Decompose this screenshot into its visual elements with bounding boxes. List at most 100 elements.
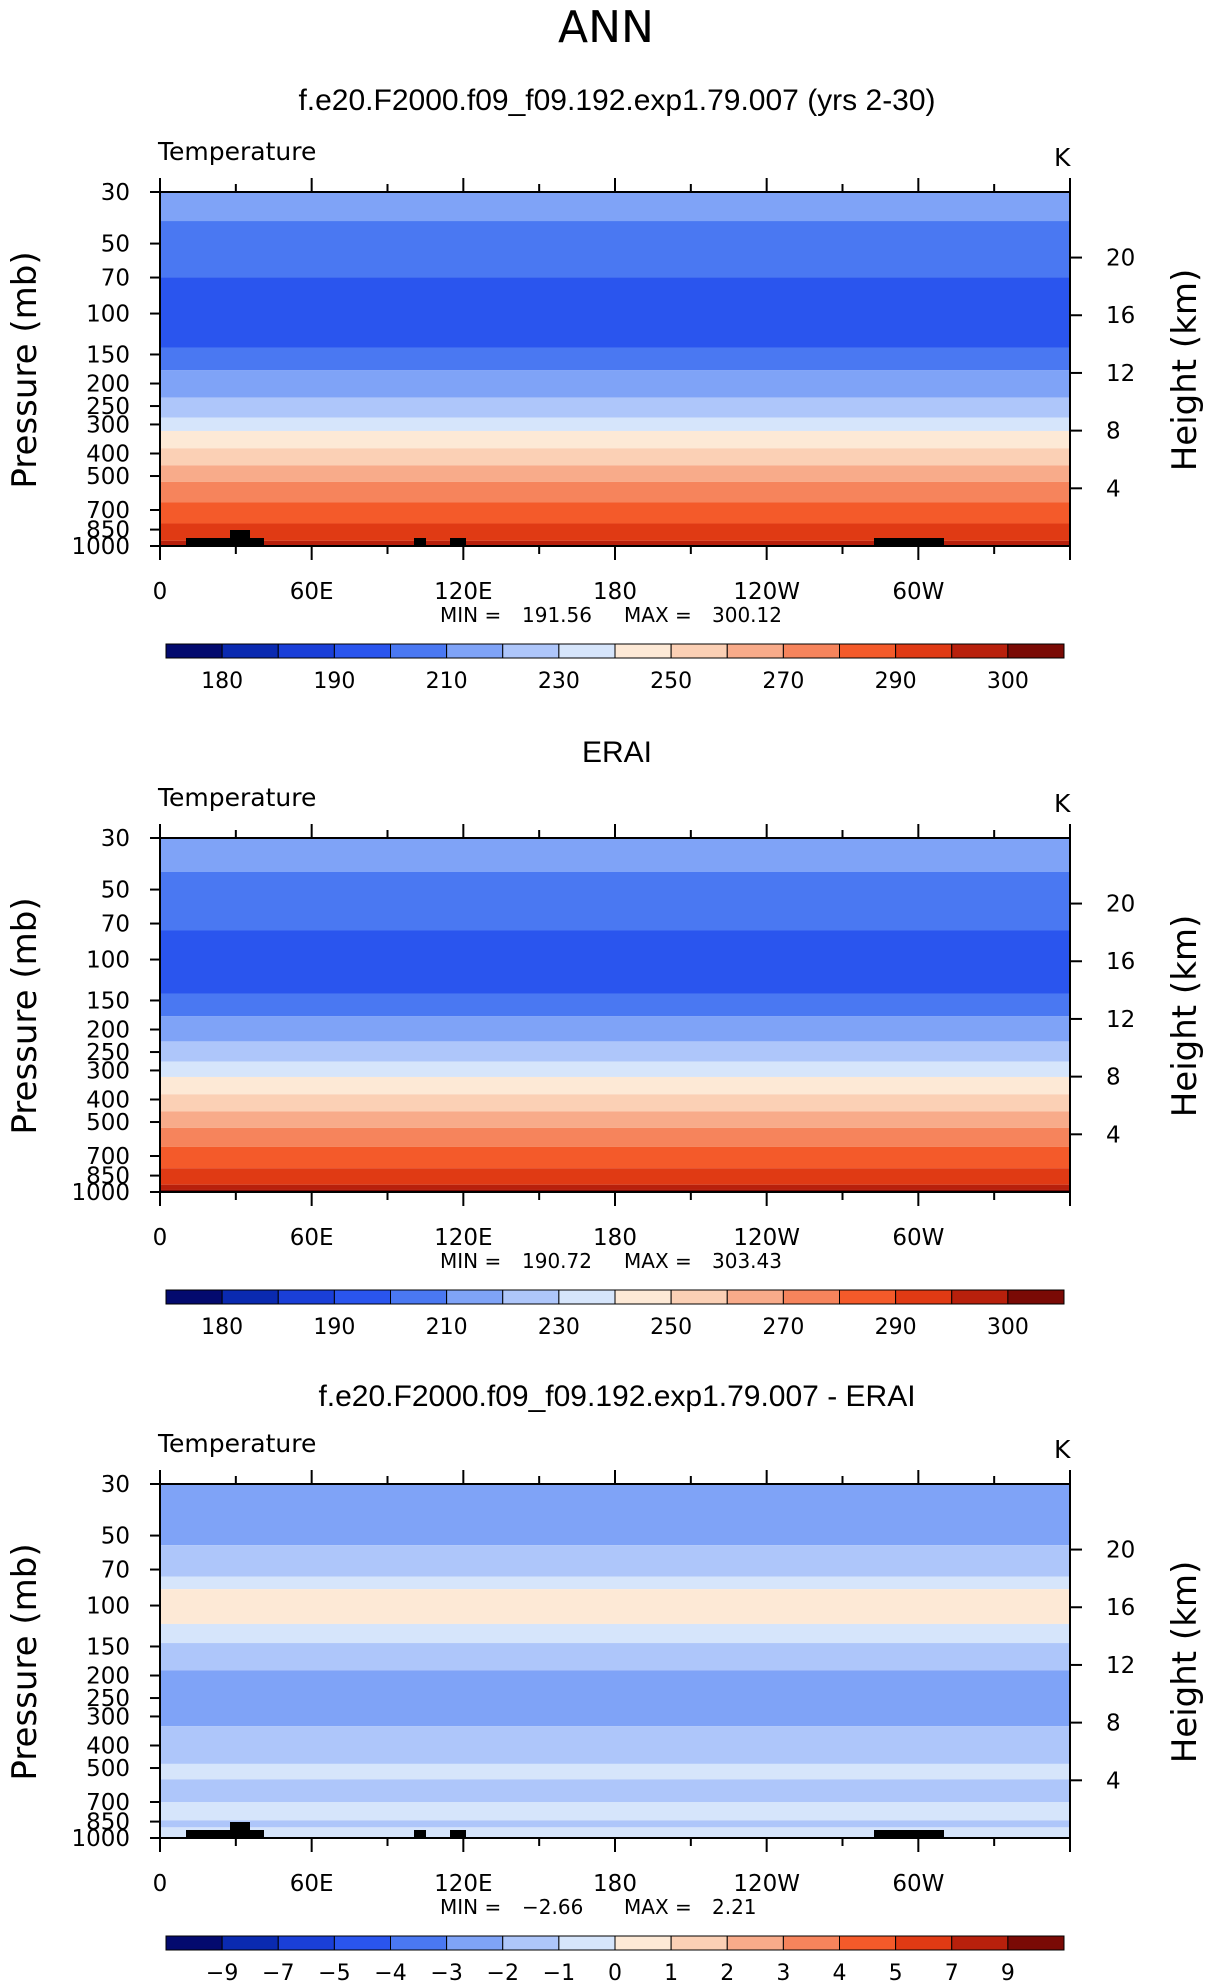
y-tick-label: 50 — [101, 878, 130, 904]
contour-band — [160, 1111, 1070, 1128]
units-label: K — [1054, 1435, 1071, 1464]
height-tick-label: 8 — [1106, 1711, 1121, 1737]
y-tick-label: 150 — [86, 342, 130, 368]
colorbar-tick-label: 230 — [538, 669, 580, 694]
x-tick-label: 120W — [733, 579, 800, 605]
colorbar-segment — [782, 1289, 840, 1305]
contour-band — [160, 1726, 1070, 1764]
y-tick-label: 500 — [86, 1110, 130, 1136]
x-tick-label: 180 — [593, 579, 637, 605]
colorbar-tick-label: −9 — [206, 1961, 238, 1986]
figure-title: ANN — [558, 2, 654, 53]
colorbar-segment — [390, 643, 448, 659]
contour-band — [160, 347, 1070, 371]
panel-erai: ERAI Temperature K 305070100150200250300… — [5, 736, 1205, 1340]
colorbar-segment — [277, 643, 335, 659]
contour-band — [160, 1168, 1070, 1185]
colorbar-tick-label: 290 — [875, 1315, 917, 1340]
contour-band — [160, 221, 1070, 278]
panel-title: f.e20.F2000.f09_f09.192.exp1.79.007 - ER… — [318, 1380, 915, 1413]
x-tick-label: 120E — [434, 1871, 492, 1897]
y-tick-label: 100 — [86, 1594, 130, 1620]
topography — [414, 538, 426, 546]
y-tick-label: 200 — [86, 1664, 130, 1690]
y-tick-label: 100 — [86, 302, 130, 328]
height-tick-label: 12 — [1106, 361, 1135, 387]
colorbar-tick-label: −1 — [543, 1961, 575, 1986]
x-tick-label: 0 — [153, 579, 168, 605]
topography — [450, 538, 466, 546]
y-tick-label: 850 — [86, 1810, 130, 1836]
height-tick-label: 16 — [1106, 303, 1135, 329]
x-tick-label: 120E — [434, 579, 492, 605]
contour-band — [160, 417, 1070, 431]
topography — [414, 1830, 426, 1838]
height-tick-label: 8 — [1106, 1065, 1121, 1091]
colorbar-segment — [390, 1289, 448, 1305]
height-tick-label: 20 — [1106, 246, 1135, 272]
height-tick-label: 4 — [1106, 476, 1121, 502]
colorbar-tick-label: 180 — [201, 669, 243, 694]
max-value: 300.12 — [712, 603, 782, 627]
y-tick-label: 50 — [101, 1524, 130, 1550]
x-tick-label: 120W — [733, 1871, 800, 1897]
height-tick-label: 4 — [1106, 1768, 1121, 1794]
x-tick-label: 60W — [892, 1225, 944, 1251]
x-tick-label: 60W — [892, 579, 944, 605]
colorbar-tick-label: 4 — [833, 1961, 847, 1986]
x-tick-label: 120E — [434, 1225, 492, 1251]
colorbar-segment — [839, 1289, 897, 1305]
contour-band — [160, 397, 1070, 418]
colorbar: 180 190 210 230 250 270 290 300 — [165, 643, 1065, 694]
colorbar-segment — [1007, 1935, 1065, 1951]
contour-band — [160, 523, 1070, 541]
colorbar: −9 −7 −5 −4 −3 −2 −1 0 1 2 3 4 5 7 9 — [165, 1935, 1065, 1986]
height-tick-label: 20 — [1106, 1538, 1135, 1564]
contour-band — [160, 1589, 1070, 1624]
height-tick-label: 4 — [1106, 1122, 1121, 1148]
colorbar-segment — [726, 1289, 784, 1305]
topography — [186, 538, 264, 546]
contour-band — [160, 1779, 1070, 1802]
colorbar-segment — [614, 1289, 672, 1305]
colorbar-tick-label: −4 — [374, 1961, 406, 1986]
y-tick-label: 300 — [86, 1058, 130, 1084]
contour-band — [160, 481, 1070, 503]
colorbar-segment — [165, 643, 223, 659]
panel-title: f.e20.F2000.f09_f09.192.exp1.79.007 (yrs… — [298, 84, 935, 117]
colorbar-segment — [165, 1289, 223, 1305]
contour-band — [160, 430, 1070, 449]
colorbar-segment — [1007, 643, 1065, 659]
panel-model: f.e20.F2000.f09_f09.192.exp1.79.007 (yrs… — [5, 84, 1205, 694]
topography — [186, 1830, 264, 1838]
colorbar-segment — [558, 643, 616, 659]
panel-title: ERAI — [582, 736, 652, 769]
panel-difference: f.e20.F2000.f09_f09.192.exp1.79.007 - ER… — [5, 1380, 1205, 1986]
colorbar-segment — [895, 1289, 953, 1305]
contour-band — [160, 1576, 1070, 1590]
colorbar-tick-label: −5 — [318, 1961, 350, 1986]
y-tick-label: 850 — [86, 518, 130, 544]
colorbar-segment — [165, 1935, 223, 1951]
colorbar-tick-label: 300 — [987, 1315, 1029, 1340]
x-tick-label: 180 — [593, 1871, 637, 1897]
y-tick-label: 400 — [86, 441, 130, 467]
y-tick-label: 500 — [86, 1756, 130, 1782]
y-tick-label: 1000 — [71, 1826, 130, 1852]
colorbar-segment — [277, 1289, 335, 1305]
colorbar-tick-label: 210 — [426, 1315, 468, 1340]
min-label: MIN = — [440, 603, 501, 627]
contour-band — [160, 1801, 1070, 1821]
colorbar-segment — [333, 643, 391, 659]
min-value: 190.72 — [522, 1249, 592, 1273]
colorbar-segment — [670, 1289, 728, 1305]
colorbar-segment — [782, 643, 840, 659]
colorbar-tick-label: 7 — [945, 1961, 959, 1986]
contour-band — [160, 838, 1070, 872]
units-label: K — [1054, 143, 1071, 172]
y-tick-label: 250 — [86, 394, 130, 420]
contour-band — [160, 540, 1070, 546]
colorbar-segment — [221, 1289, 279, 1305]
colorbar: 180 190 210 230 250 270 290 300 — [165, 1289, 1065, 1340]
